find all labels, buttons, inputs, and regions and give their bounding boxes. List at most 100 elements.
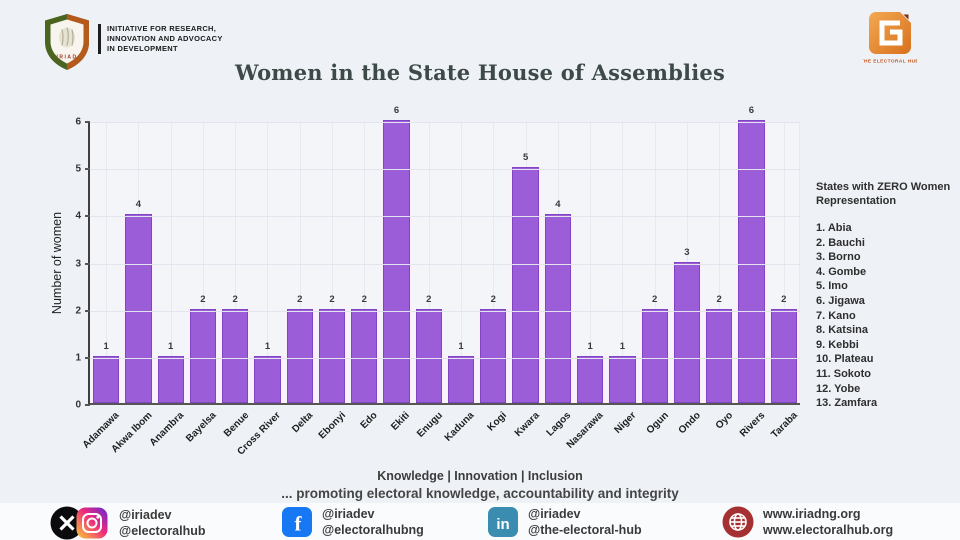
- bar-nasarawa: [576, 355, 604, 403]
- bar-value-label: 2: [426, 293, 432, 305]
- bar-value-label: 2: [652, 293, 658, 305]
- bar-value-label: 1: [587, 340, 593, 352]
- zero-state-item: 7. Kano: [816, 309, 856, 322]
- x-tick-label: Kogi: [485, 410, 510, 434]
- x-tick-label: Benue: [221, 410, 251, 440]
- bar-value-label: 2: [200, 293, 206, 305]
- bar-value-label: 1: [168, 340, 174, 352]
- iriad-org-line: IN DEVELOPMENT: [107, 44, 178, 53]
- social-group-linkedin: in @iriadev @the-electoral-hub: [487, 506, 642, 538]
- v-gridline: [493, 122, 495, 403]
- v-gridline: [654, 122, 656, 403]
- v-gridline: [461, 122, 463, 403]
- svg-text:IRIAD: IRIAD: [56, 55, 77, 61]
- bar-delta: [286, 308, 313, 403]
- bar-value-label: 3: [684, 246, 690, 258]
- bar-cell: 6 Rivers: [735, 105, 767, 439]
- bar-lagos: [544, 214, 571, 403]
- globe-icon: [722, 506, 754, 538]
- url-line: www.iriadng.org: [763, 507, 861, 521]
- bar-value-label: 2: [781, 293, 787, 305]
- social-handles: @iriadev @electoralhubng: [322, 506, 424, 538]
- zero-state-item: 13. Zamfara: [816, 397, 878, 410]
- bar-cell: 1 Anambra: [148, 122, 187, 448]
- handle-line: @electoralhubng: [322, 523, 424, 537]
- y-tick-label: 2: [75, 305, 81, 317]
- bar-kaduna: [447, 355, 475, 403]
- bar-niger: [609, 355, 636, 403]
- bar-value-label: 2: [329, 293, 335, 305]
- x-tick-label: Delta: [290, 410, 316, 436]
- bar-value-label: 4: [135, 199, 142, 211]
- bar-benue: [222, 308, 249, 403]
- bar-cell: 2 Enugu: [413, 122, 445, 440]
- y-tick-mark: [85, 168, 90, 171]
- y-tick-mark: [85, 309, 90, 312]
- bar-cell: 1 Kaduna: [443, 122, 477, 444]
- handle-line: @iriadev: [322, 507, 375, 521]
- bar-value-label: 1: [458, 340, 464, 352]
- x-tick-label: Ogun: [644, 410, 671, 437]
- bar-value-label: 2: [232, 293, 238, 305]
- url-line: www.electoralhub.org: [763, 523, 894, 537]
- v-gridline: [799, 122, 800, 403]
- v-gridline: [170, 122, 172, 403]
- bar-anambra: [157, 355, 184, 403]
- social-handles: @iriadev @electoralhub: [119, 507, 206, 539]
- iriad-org-text: INITIATIVE FOR RESEARCH, INNOVATION AND …: [98, 24, 223, 54]
- x-tick-label: Bayelsa: [184, 410, 219, 445]
- bar-value-label: 1: [264, 340, 271, 352]
- bar-cell: 1 Niger: [606, 122, 638, 436]
- bar-bayelsa: [189, 308, 217, 403]
- zero-state-item: 4. Gombe: [816, 265, 867, 278]
- y-tick-label: 1: [75, 352, 81, 364]
- bar-cell: 2 Edo: [348, 122, 380, 431]
- v-gridline: [202, 122, 204, 403]
- bar-cell: 2 Benue: [219, 122, 251, 439]
- zero-state-item: 5. Imo: [816, 280, 848, 293]
- bar-cell: 6 Ekiti: [380, 105, 412, 433]
- iriad-org-line: INITIATIVE FOR RESEARCH,: [107, 24, 217, 33]
- bar-cell: 2 Oyo: [703, 122, 735, 432]
- handle-line: @iriadev: [528, 507, 581, 521]
- tagline-mission: ... promoting electoral knowledge, accou…: [281, 486, 679, 501]
- h-gridline: [90, 216, 800, 218]
- bar-rivers: [738, 120, 765, 403]
- bar-cell: 2 Ebonyi: [316, 122, 348, 441]
- plot-area: 1 Adamawa 4 Akwa Ibom 1 Anambra 2 Bayelsa 2 Benue…: [75, 105, 800, 457]
- y-tick-label: 4: [75, 210, 81, 222]
- x-tick-label: Ebonyi: [316, 410, 348, 442]
- divider: [98, 24, 101, 54]
- social-handles: @iriadev @the-electoral-hub: [528, 506, 642, 538]
- bar-value-label: 2: [716, 293, 722, 305]
- bar-ogun: [641, 308, 668, 403]
- v-gridline: [590, 122, 592, 403]
- bar-edo: [351, 308, 378, 403]
- v-gridline: [235, 122, 237, 403]
- bar-adamawa: [93, 355, 120, 403]
- instagram-icon: [76, 507, 108, 539]
- svg-text:f: f: [295, 512, 303, 536]
- h-gridline: [90, 357, 800, 359]
- svg-text:THE ELECTORAL HUB: THE ELECTORAL HUB: [863, 59, 917, 65]
- bar-oyo: [706, 308, 733, 403]
- bar-value-label: 4: [555, 199, 561, 211]
- bar-ekiti: [383, 120, 410, 403]
- x-tick-label: Oyo: [713, 410, 735, 432]
- h-gridline: [90, 122, 800, 123]
- svg-text:in: in: [496, 516, 509, 533]
- x-tick-label: Ondo: [676, 410, 703, 437]
- v-gridline: [364, 122, 366, 403]
- bar-value-label: 2: [490, 293, 496, 305]
- bar-cell: 2 Delta: [284, 122, 316, 435]
- social-group-facebook: f @iriadev @electoralhubng: [281, 506, 424, 538]
- zero-state-item: 8. Katsina: [816, 324, 868, 337]
- tagline-values: Knowledge | Innovation | Inclusion: [377, 469, 583, 483]
- iriad-shield-icon: IRIAD: [45, 14, 89, 70]
- zero-representation-panel: States with ZERO Women Representation 1.…: [816, 180, 958, 411]
- bar-taraba: [770, 308, 797, 403]
- x-tick-label: Niger: [612, 410, 639, 436]
- electoral-hub-logo: THE ELECTORAL HUB: [861, 10, 919, 73]
- x-tick-label: Lagos: [545, 410, 574, 439]
